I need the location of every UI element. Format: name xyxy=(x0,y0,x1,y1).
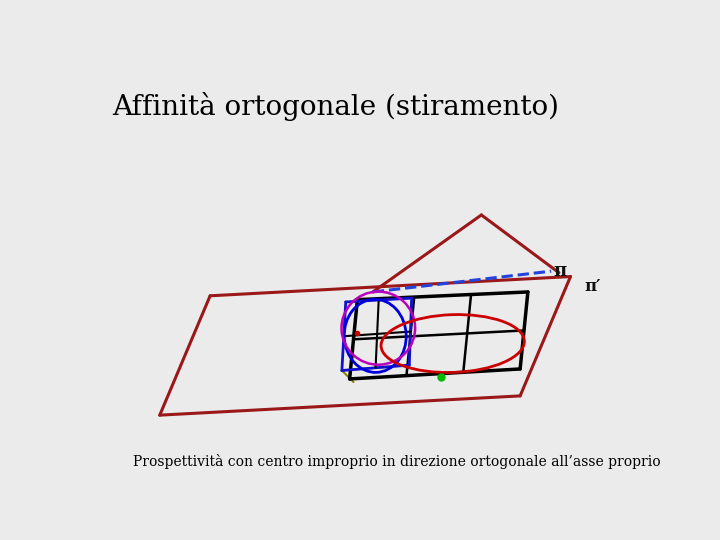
Text: Affinità ortogonale (stiramento): Affinità ortogonale (stiramento) xyxy=(112,92,559,121)
Text: Prospettività con centro improprio in direzione ortogonale all’asse proprio: Prospettività con centro improprio in di… xyxy=(132,454,660,469)
Text: π′: π′ xyxy=(585,278,601,295)
Text: π: π xyxy=(554,262,567,280)
